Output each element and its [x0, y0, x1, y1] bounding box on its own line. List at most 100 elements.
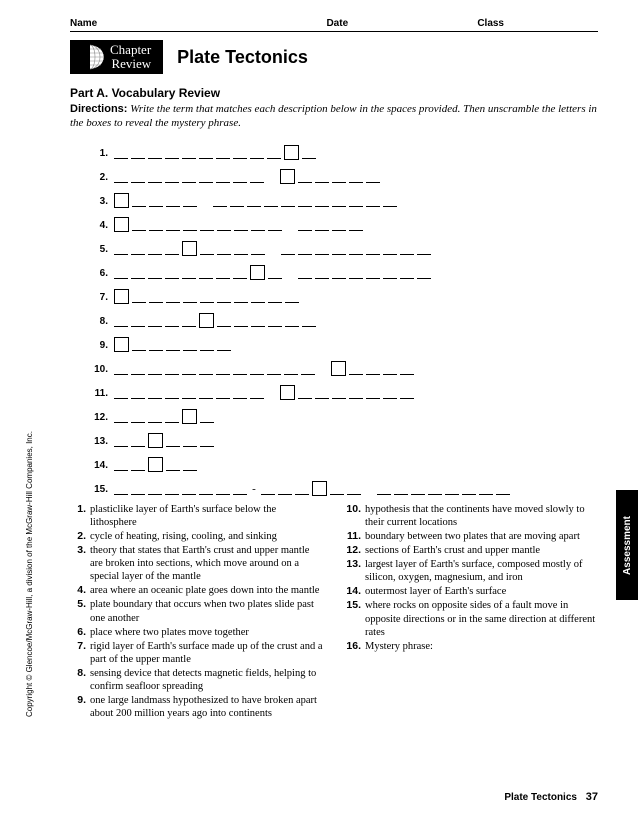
- letter-blank: [251, 219, 265, 231]
- letter-blank: [268, 219, 282, 231]
- letter-blank: [132, 219, 146, 231]
- letter-blank: [114, 243, 128, 255]
- directions-label: Directions:: [70, 103, 127, 115]
- copyright-text: Copyright © Glencoe/McGraw-Hill, a divis…: [25, 431, 34, 717]
- letter-blank: [428, 483, 442, 495]
- letter-blank: [183, 291, 197, 303]
- letter-blank: [281, 195, 295, 207]
- clue-text: cycle of heating, rising, cooling, and s…: [90, 530, 277, 543]
- blank-sequence: [114, 216, 363, 231]
- clue-text: hypothesis that the continents have move…: [365, 503, 598, 529]
- blank-row-number: 15.: [92, 484, 114, 495]
- letter-blank: [462, 483, 476, 495]
- blank-row-number: 3.: [92, 196, 114, 207]
- letter-blank: [247, 195, 261, 207]
- letter-blank: [281, 243, 295, 255]
- letter-box: [280, 169, 295, 184]
- letter-box: [182, 241, 197, 256]
- clue-text: sensing device that detects magnetic fie…: [90, 667, 323, 693]
- blank-sequence: [114, 168, 380, 183]
- letter-blank: [183, 195, 197, 207]
- letter-blank: [285, 291, 299, 303]
- letter-box: [182, 409, 197, 424]
- header-row: Name Date Class: [70, 18, 598, 32]
- letter-blank: [200, 339, 214, 351]
- blank-sequence: [114, 264, 431, 279]
- clue-number: 1.: [70, 503, 90, 529]
- letter-blank: [114, 147, 128, 159]
- letter-blank: [131, 315, 145, 327]
- letter-blank: [114, 459, 128, 471]
- letter-blank: [332, 243, 346, 255]
- letter-blank: [166, 435, 180, 447]
- letter-blank: [132, 339, 146, 351]
- letter-blank: [268, 267, 282, 279]
- letter-blank: [132, 291, 146, 303]
- blank-row: 10.: [92, 357, 598, 375]
- letter-blank: [233, 483, 247, 495]
- letter-blank: [377, 483, 391, 495]
- letter-blank: [234, 243, 248, 255]
- blank-row: 6.: [92, 261, 598, 279]
- letter-blank: [148, 315, 162, 327]
- letter-blank: [114, 171, 128, 183]
- letter-blank: [166, 339, 180, 351]
- hyphen: -: [250, 483, 258, 495]
- letter-blank: [234, 315, 248, 327]
- clue-text: where rocks on opposite sides of a fault…: [365, 599, 598, 638]
- letter-blank: [234, 291, 248, 303]
- letter-blank: [417, 243, 431, 255]
- letter-blank: [298, 387, 312, 399]
- letter-blank: [366, 195, 380, 207]
- letter-blank: [148, 267, 162, 279]
- letter-blank: [183, 435, 197, 447]
- letter-blank: [199, 483, 213, 495]
- letter-blank: [166, 459, 180, 471]
- letter-blank: [114, 387, 128, 399]
- clue-item: 13.largest layer of Earth's surface, com…: [345, 558, 598, 584]
- letter-blank: [383, 195, 397, 207]
- clue-item: 4.area where an oceanic plate goes down …: [70, 584, 323, 597]
- letter-blank: [217, 219, 231, 231]
- letter-blank: [114, 411, 128, 423]
- clue-number: 12.: [345, 544, 365, 557]
- blank-row-number: 10.: [92, 364, 114, 375]
- letter-box: [114, 217, 129, 232]
- letter-blank: [400, 267, 414, 279]
- letter-blank: [148, 147, 162, 159]
- letter-blank: [264, 195, 278, 207]
- letter-blank: [200, 291, 214, 303]
- letter-blank: [148, 171, 162, 183]
- letter-blank: [298, 195, 312, 207]
- letter-blank: [217, 339, 231, 351]
- letter-blank: [251, 291, 265, 303]
- letter-blank: [165, 483, 179, 495]
- blank-row: 7.: [92, 285, 598, 303]
- letter-blank: [278, 483, 292, 495]
- badge-line2: Review: [110, 57, 151, 71]
- letter-blank: [131, 243, 145, 255]
- letter-blank: [165, 147, 179, 159]
- clue-item: 14.outermost layer of Earth's surface: [345, 585, 598, 598]
- letter-blank: [315, 243, 329, 255]
- letter-blank: [349, 195, 363, 207]
- clue-text: sections of Earth's crust and upper mant…: [365, 544, 540, 557]
- letter-blank: [216, 267, 230, 279]
- letter-blank: [131, 435, 145, 447]
- letter-blank: [445, 483, 459, 495]
- blank-row: 3.: [92, 189, 598, 207]
- blank-row: 4.: [92, 213, 598, 231]
- clue-text: plate boundary that occurs when two plat…: [90, 598, 323, 624]
- clue-number: 13.: [345, 558, 365, 584]
- blank-sequence: [114, 432, 214, 447]
- letter-blank: [267, 363, 281, 375]
- letter-blank: [213, 195, 227, 207]
- letter-blank: [496, 483, 510, 495]
- letter-blank: [332, 171, 346, 183]
- letter-blank: [250, 387, 264, 399]
- letter-blank: [165, 243, 179, 255]
- clue-number: 3.: [70, 544, 90, 583]
- blank-row: 14.: [92, 453, 598, 471]
- letter-box: [312, 481, 327, 496]
- letter-blank: [165, 171, 179, 183]
